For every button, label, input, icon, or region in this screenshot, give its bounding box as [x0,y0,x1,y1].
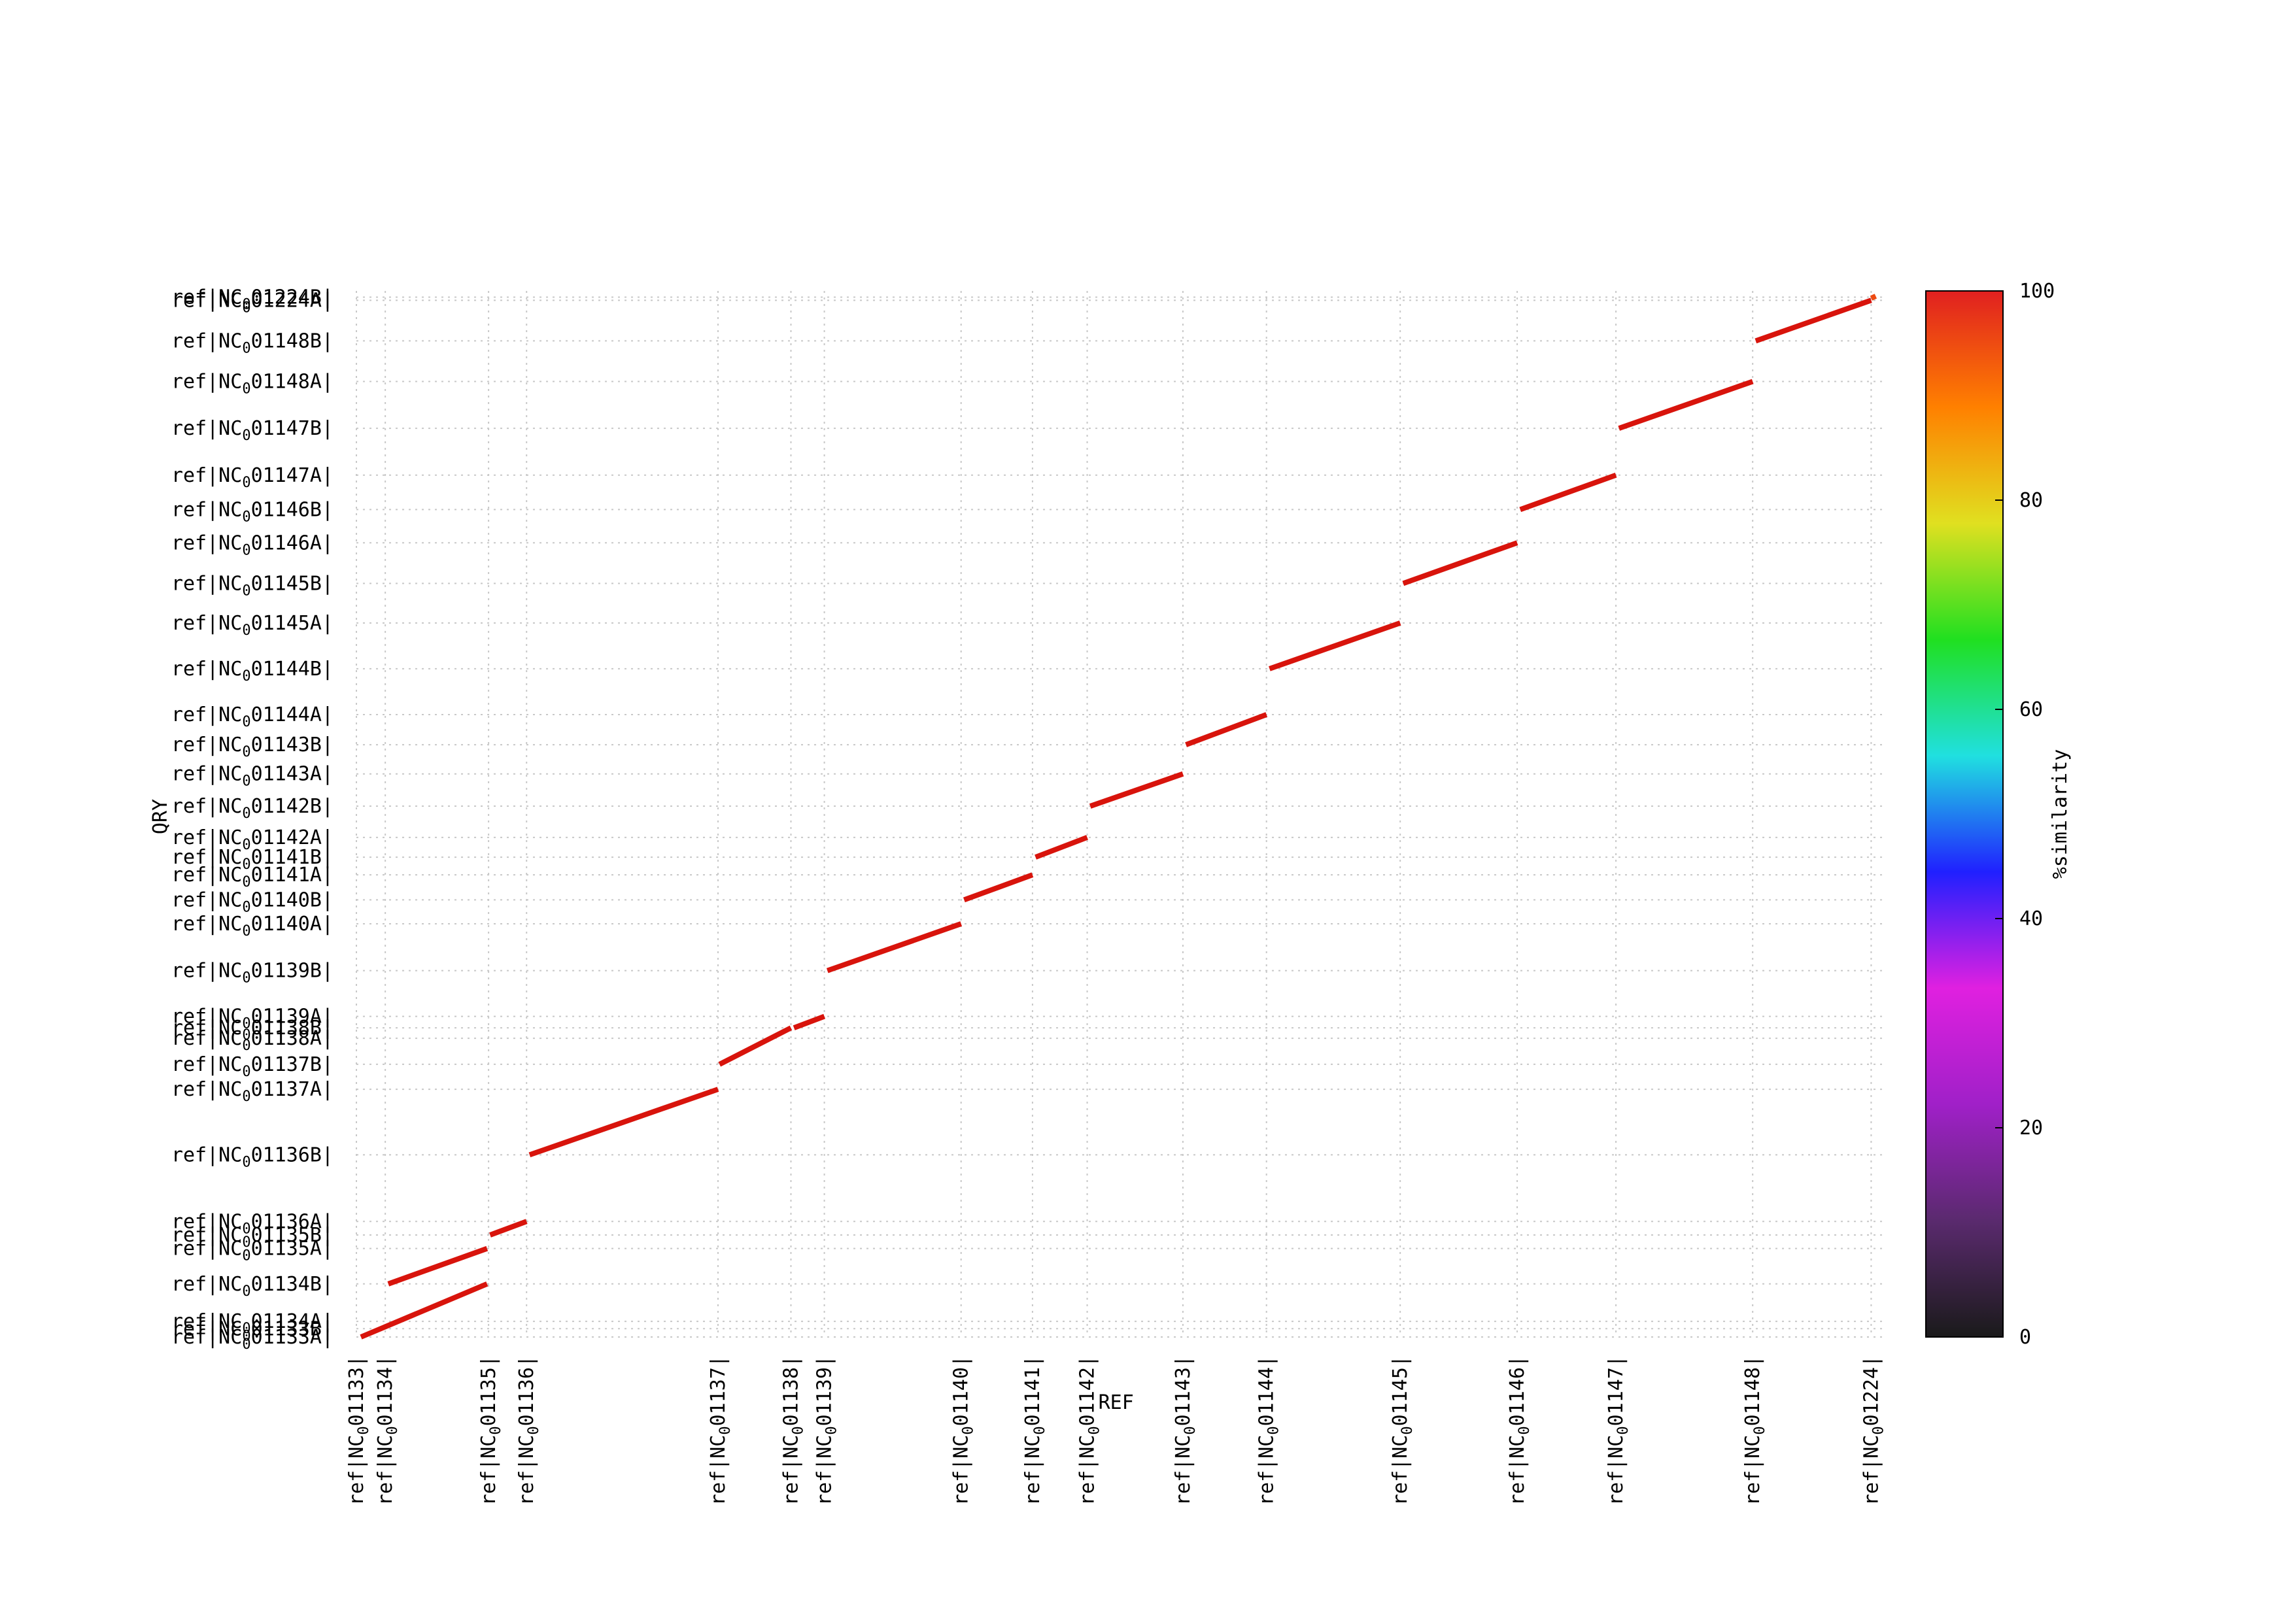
y-tick-label: ref|NC001138A| [171,1027,334,1054]
y-tick-label: ref|NC001139B| [171,960,334,987]
y-tick-label: ref|NC001136A| [171,1210,334,1237]
alignment-segment [1035,835,1088,860]
x-tick-label: ref|NC001143| [1172,1355,1199,1506]
alignment-segments [360,294,1877,1340]
y-tick-label: ref|NC001134B| [171,1273,334,1300]
alignment-segment [718,1025,793,1067]
y-tick-label: ref|NC001134A| [171,1310,334,1337]
y-tick-label: ref|NC001135A| [171,1238,334,1264]
alignment-segment [1519,473,1617,513]
y-tick-label: ref|NC001135B| [171,1224,334,1251]
y-tick-label: ref|NC001148B| [171,330,334,356]
y-tick-label: ref|NC001147A| [171,464,334,491]
x-tick-label: ref|NC001146| [1506,1355,1533,1506]
y-tick-label: ref|NC001145A| [171,612,334,639]
alignment-segment [793,1013,826,1030]
alignment-segment [387,1245,488,1287]
alignment-segment [1402,540,1518,586]
colorbar-gradient [1925,290,2004,1338]
y-tick-label: ref|NC001136B| [171,1143,334,1170]
x-tick-label: ref|NC001144| [1256,1355,1282,1506]
colorbar: 0 20 40 60 80 100 %similarity [1925,280,2072,1349]
alignment-segment [963,872,1034,903]
x-tick-label: ref|NC001147| [1605,1355,1632,1506]
alignment-segment [1870,294,1877,301]
alignment-segment [1618,379,1754,431]
alignment-segment [360,1281,488,1340]
x-tick-label: ref|NC001141| [1021,1355,1048,1506]
x-axis-title: REF [1099,1391,1134,1414]
y-axis-title: QRY [149,799,172,834]
alignment-segment [1089,771,1184,809]
x-tick-label: ref|NC001133| [345,1355,372,1506]
colorbar-tick-label: 0 [2019,1326,2031,1349]
y-tick-label: ref|NC001144A| [171,703,334,730]
y-tick-label: ref|NC001137B| [171,1053,334,1080]
colorbar-tick-label: 60 [2019,698,2043,721]
y-tick-label: ref|NC001140B| [171,888,334,915]
x-tick-labels: ref|NC001133|ref|NC001134| ref|NC001135| r… [345,1355,1887,1506]
y-tick-label: ref|NC001146A| [171,532,334,558]
colorbar-ticks: 0 20 40 60 80 100 [1995,280,2055,1349]
x-tick-label: ref|NC001136| [515,1355,542,1506]
y-tick-label: ref|NC001144B| [171,658,334,685]
y-tick-label: ref|NC001141A| [171,864,334,890]
x-tick-label: ref|NC001139| [813,1355,840,1506]
y-tick-labels: ref|NC001133A|ref|NC001133B|ref|NC001134… [171,286,334,1353]
y-tick-label: ref|NC001133B| [171,1317,334,1344]
colorbar-tick-label: 40 [2019,907,2043,930]
alignment-segment [826,921,963,973]
y-tick-label: ref|NC001148A| [171,371,334,398]
y-tick-label: ref|NC001147B| [171,417,334,444]
x-tick-label: ref|NC001142| [1076,1355,1103,1506]
x-tick-label: ref|NC001140| [950,1355,977,1506]
y-tick-label: ref|NC001137A| [171,1078,334,1105]
colorbar-tick-label: 20 [2019,1117,2043,1140]
y-tick-label: ref|NC001141B| [171,846,334,873]
x-tick-label: ref|NC001137| [707,1355,734,1506]
y-tick-label: ref|NC001140A| [171,913,334,939]
y-tick-label: ref|NC001143B| [171,734,334,760]
y-tick-label: ref|NC001133A| [171,1326,334,1353]
y-tick-label: ref|NC001224B| [171,286,334,313]
alignment-segment [1185,712,1268,747]
y-tick-label: ref|NC001146B| [171,498,334,525]
y-tick-label: ref|NC001138B| [171,1017,334,1043]
alignment-segment [1269,620,1401,671]
y-tick-label: ref|NC001145B| [171,572,334,599]
x-tick-label: ref|NC001145| [1389,1355,1416,1506]
colorbar-tick-label: 80 [2019,489,2043,512]
x-tick-label: ref|NC001148| [1741,1355,1768,1506]
x-tick-label: ref|NC001135| [477,1355,504,1506]
x-tick-label: ref|NC001134| [374,1355,401,1506]
x-tick-label: ref|NC001138| [779,1355,806,1506]
grid-lines [356,291,1883,1338]
colorbar-label: %similarity [2049,749,2072,879]
colorbar-tick-label: 100 [2019,280,2055,303]
alignment-segment [489,1219,528,1238]
y-tick-label: ref|NC001142A| [171,826,334,853]
x-tick-label: ref|NC001224| [1860,1355,1887,1506]
y-tick-label: ref|NC001224A| [171,289,334,316]
alignment-segment [1755,297,1872,344]
y-tick-label: ref|NC001139A| [171,1006,334,1032]
y-tick-label: ref|NC001142B| [171,795,334,822]
y-tick-label: ref|NC001143A| [171,763,334,790]
alignment-segment [528,1087,719,1158]
